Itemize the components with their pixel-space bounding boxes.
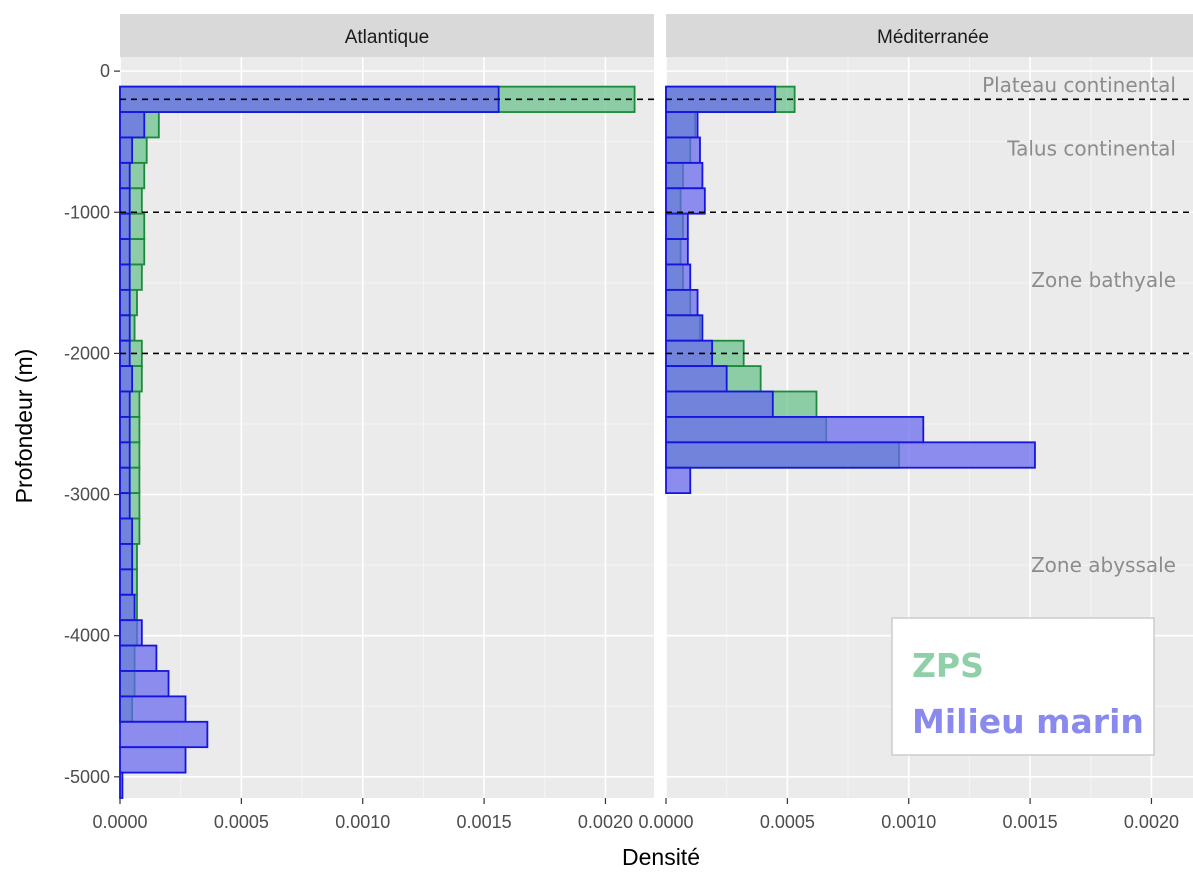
bar-marine xyxy=(665,441,1036,469)
bar-marine xyxy=(665,161,704,190)
bar-marine xyxy=(119,746,187,774)
bar-marine xyxy=(119,212,131,240)
bar-marine xyxy=(119,568,134,596)
bar-marine xyxy=(119,441,131,469)
bar-marine xyxy=(119,695,187,723)
x-axis-title: Densité xyxy=(622,844,700,870)
legend-label-milieu-marin: Milieu marin xyxy=(912,702,1144,741)
zone-label: Plateau continental xyxy=(982,73,1176,97)
bar-marine xyxy=(665,314,704,342)
bar-marine xyxy=(119,517,134,545)
bar-marine xyxy=(665,111,699,139)
zone-label: Talus continental xyxy=(1006,137,1176,161)
bar-marine xyxy=(119,238,131,266)
bar-marine xyxy=(665,263,692,291)
x-tick-label: 0.0020 xyxy=(578,812,633,832)
legend-label-zps: ZPS xyxy=(912,646,984,685)
bar-marine xyxy=(665,136,701,164)
y-tick-label: -1000 xyxy=(64,202,110,222)
y-axis: -5000 -4000 -3000 -2000 -1000 0 xyxy=(64,61,120,787)
y-axis-title: Profondeur (m) xyxy=(11,349,37,504)
bar-marine xyxy=(119,670,170,698)
bar-marine xyxy=(119,136,134,164)
x-tick-label: 0.0005 xyxy=(760,812,815,832)
facet-strip-label: Méditerranée xyxy=(877,27,989,48)
bar-marine xyxy=(119,161,131,190)
y-tick-label: -5000 xyxy=(64,767,110,787)
bar-marine xyxy=(119,187,131,215)
y-tick-label: -2000 xyxy=(64,343,110,363)
bar-marine xyxy=(119,619,143,647)
facet-strip xyxy=(666,14,1193,57)
bar-marine xyxy=(119,314,131,342)
bar-marine xyxy=(665,212,689,240)
bar-marine xyxy=(665,288,699,317)
panel-atlantique: Atlantique xyxy=(119,14,654,799)
y-tick-label: -4000 xyxy=(64,626,110,646)
x-tick-label: 0.0020 xyxy=(1124,812,1179,832)
zone-label: Zone abyssale xyxy=(1031,553,1176,577)
bar-marine xyxy=(119,593,136,622)
bar-marine xyxy=(119,263,131,291)
bar-marine xyxy=(119,720,209,749)
legend: ZPS Milieu marin xyxy=(891,617,1155,756)
x-tick-label: 0.0000 xyxy=(638,812,693,832)
y-tick-label: 0 xyxy=(100,61,110,81)
x-tick-label: 0.0005 xyxy=(214,812,269,832)
bar-marine xyxy=(119,466,131,495)
panel-background xyxy=(120,57,654,798)
bar-marine xyxy=(119,492,131,520)
x-axis: 0.0000 0.0005 0.0010 0.0015 0.0020 0.0000 0.00… xyxy=(92,798,1179,832)
bar-marine xyxy=(665,390,774,418)
y-tick-label: -3000 xyxy=(64,485,110,505)
bar-marine xyxy=(665,238,689,266)
bar-marine xyxy=(119,771,124,799)
facet-strip xyxy=(120,14,654,57)
bar-marine xyxy=(119,288,131,317)
x-tick-label: 0.0015 xyxy=(1003,812,1058,832)
facet-strip-label: Atlantique xyxy=(345,27,430,48)
bar-marine xyxy=(665,466,692,495)
bar-marine xyxy=(119,644,158,672)
bar-marine xyxy=(665,416,925,444)
bar-marine xyxy=(119,111,146,139)
zone-label: Zone bathyale xyxy=(1031,268,1176,292)
bar-marine xyxy=(119,543,134,571)
bar-marine xyxy=(119,365,134,393)
bar-marine xyxy=(665,365,728,393)
bar-marine xyxy=(665,187,706,215)
x-tick-label: 0.0010 xyxy=(881,812,936,832)
x-tick-label: 0.0015 xyxy=(457,812,512,832)
x-tick-label: 0.0010 xyxy=(335,812,390,832)
legend-box xyxy=(891,617,1155,756)
x-tick-label: 0.0000 xyxy=(92,812,147,832)
bar-marine xyxy=(119,416,131,444)
bar-marine xyxy=(119,390,131,418)
